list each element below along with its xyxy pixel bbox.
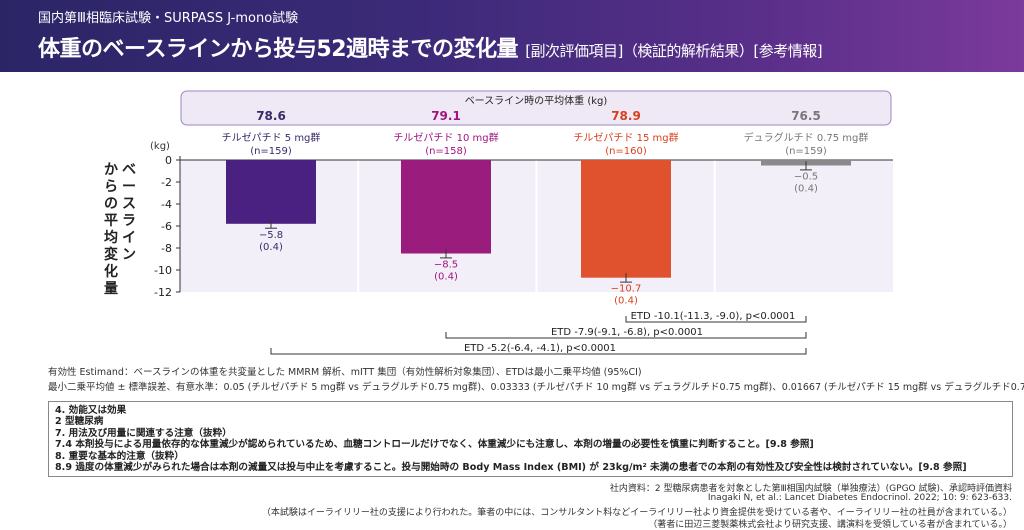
bar	[581, 160, 671, 278]
y-tick-label: -2	[161, 176, 172, 189]
bar-value-label: −0.5	[794, 172, 818, 183]
y-axis-title-char: 量	[104, 281, 118, 297]
note-estimand: 有効性 Estimand：ベースラインの体重を共変量とした MMRM 解析、mI…	[48, 367, 642, 378]
y-axis-title-char: 化	[104, 263, 118, 280]
y-axis-title-char: ら	[104, 179, 118, 195]
y-axis-title-char: ベ	[122, 162, 136, 178]
bar-se-label: (0.4)	[259, 242, 283, 253]
bar-value-label: −5.8	[259, 230, 283, 241]
group-n-label: (n=159)	[785, 146, 827, 157]
y-axis-title-char: イ	[122, 230, 136, 246]
group-n-label: (n=158)	[425, 146, 467, 157]
box-line-5: 8. 重要な基本的注意（抜粋）	[55, 450, 184, 462]
y-tick-label: -4	[161, 198, 172, 211]
baseline-weight-value: 76.5	[791, 109, 821, 123]
y-unit-label: (kg)	[150, 141, 170, 152]
y-tick-label: -6	[161, 220, 172, 233]
bar-se-label: (0.4)	[614, 296, 638, 307]
baseline-weight-value: 78.6	[256, 109, 286, 123]
etd-bracket	[445, 332, 807, 339]
etd-bracket	[625, 316, 807, 323]
baseline-weight-box	[180, 90, 892, 126]
footer-citation: Inagaki N, et al.: Lancet Diabetes Endoc…	[707, 493, 1012, 503]
footer-support-note: （本試験はイーライリリー社の支援により行われた。筆者の中には、コンサルタント料な…	[261, 508, 1012, 518]
y-axis-title-char: ラ	[122, 213, 136, 229]
box-line-2: 2 型糖尿病	[55, 416, 104, 428]
baseline-weight-value: 78.9	[611, 109, 641, 123]
etd-bracket	[270, 348, 807, 355]
etd-label: ETD -10.1(-11.3, -9.0), p<0.0001	[631, 311, 796, 322]
y-tick-label: -10	[154, 264, 172, 277]
y-tick-label: -8	[161, 242, 172, 255]
etd-label: ETD -5.2(-6.4, -4.1), p<0.0001	[464, 343, 616, 354]
baseline-weight-title: ベースライン時の平均体重 (kg)	[465, 94, 608, 107]
etd-label: ETD -7.9(-9.1, -6.8), p<0.0001	[551, 327, 703, 338]
footer-disclosure: （著者に田辺三菱製薬株式会社より研究支援、講演料を受領している者が含まれている。…	[648, 520, 1012, 530]
group-n-label: (n=159)	[250, 146, 292, 157]
group-n-label: (n=160)	[605, 146, 647, 157]
baseline-weight-value: 79.1	[431, 109, 461, 123]
precautions-box: 4. 効能又は効果 2 型糖尿病 7. 用法及び用量に関連する注意（抜粋） 7.…	[48, 401, 1013, 477]
bar	[226, 160, 316, 224]
y-axis-title-char: の	[104, 196, 118, 212]
y-tick-label: -12	[154, 286, 172, 299]
weight-change-chart: ベースライン時の平均体重 (kg) 78.6 79.1 78.9 76.5 (kg) 0 -…	[104, 90, 893, 355]
title-tags: [副次評価項目]（検証的解析結果）[参考情報]	[525, 42, 823, 60]
bar	[401, 160, 491, 254]
page-title: 体重のベースラインから投与52週時までの変化量 [副次評価項目]（検証的解析結果…	[38, 31, 823, 63]
title-main: 体重のベースラインから投与52週時までの変化量	[38, 37, 519, 62]
bar-se-label: (0.4)	[434, 272, 458, 283]
group-name-label: チルゼパチド 15 mg群	[573, 131, 678, 144]
group-name-label: チルゼパチド 10 mg群	[393, 131, 498, 144]
footer-source: 社内資料：2 型糖尿病患者を対象とした第Ⅲ相国内試験（単独療法）(GPGO 試験…	[609, 484, 1012, 494]
bar-value-label: −8.5	[434, 260, 458, 271]
y-axis-title-char: か	[104, 162, 118, 178]
y-axis-title-char: 均	[104, 229, 118, 246]
group-name-label: デュラグルチド 0.75 mg群	[744, 131, 869, 144]
y-axis-title-char: ン	[122, 247, 136, 263]
box-line-6: 8.9 過度の体重減少がみられた場合は本剤の減量又は投与中止を考慮すること。投与…	[55, 462, 967, 474]
note-significance: 最小二乗平均値 ± 標準誤差、有意水準：0.05 (チルゼパチド 5 mg群 v…	[48, 382, 1024, 393]
box-line-3: 7. 用法及び用量に関連する注意（抜粋）	[55, 427, 232, 439]
y-axis-title-char: ー	[122, 179, 136, 195]
study-subtitle: 国内第Ⅲ相臨床試験・SURPASS J-mono試験	[38, 11, 299, 26]
box-line-1: 4. 効能又は効果	[55, 405, 127, 416]
box-line-4: 7.4 本剤投与による用量依存的な体重減少が認められているため、血糖コントロール…	[55, 439, 814, 451]
header-banner: 国内第Ⅲ相臨床試験・SURPASS J-mono試験 体重のベースラインから投与…	[0, 0, 1024, 72]
bar-value-label: −10.7	[611, 284, 642, 295]
group-name-label: チルゼパチド 5 mg群	[222, 131, 321, 144]
bar-se-label: (0.4)	[794, 184, 818, 195]
y-axis-title-char: ス	[122, 196, 136, 212]
y-axis-title-char: 変	[104, 246, 118, 263]
y-tick-label: 0	[165, 154, 172, 167]
y-axis-title-char: 平	[104, 213, 118, 229]
